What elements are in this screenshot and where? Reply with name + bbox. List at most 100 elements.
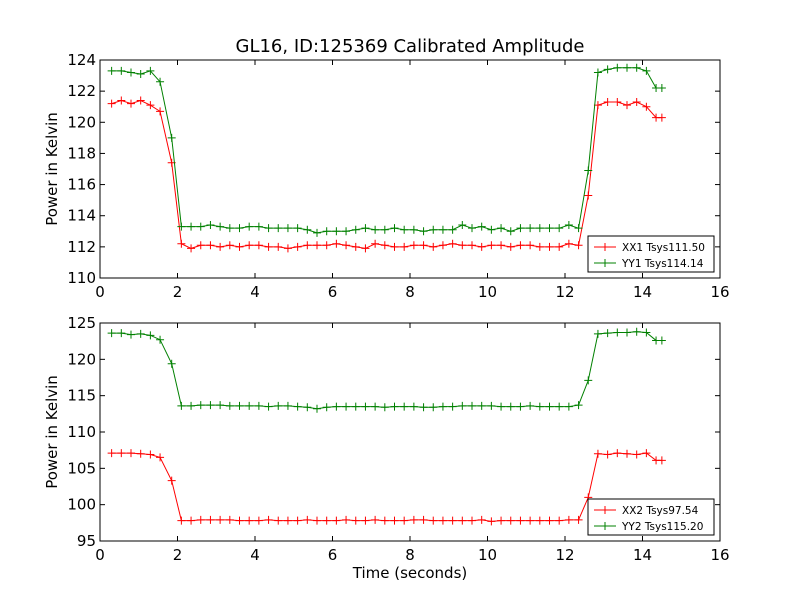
data-point [371, 402, 380, 411]
data-point [107, 99, 116, 108]
data-point [506, 516, 515, 525]
data-point [303, 515, 312, 524]
data-point [361, 402, 370, 411]
data-point [371, 239, 380, 248]
data-point [156, 77, 165, 86]
data-point [283, 516, 292, 525]
x-tick-label: 0 [95, 283, 105, 301]
data-point [187, 516, 196, 525]
y-tick-label: 116 [67, 176, 96, 194]
legend-label: YY1 Tsys114.14 [621, 258, 704, 270]
data-point [196, 241, 205, 250]
data-point [117, 96, 126, 105]
data-point [361, 244, 370, 253]
data-point [564, 402, 573, 411]
data-point [322, 516, 331, 525]
data-point [623, 449, 631, 458]
data-point [254, 241, 263, 250]
data-point [516, 241, 525, 250]
data-point [380, 403, 389, 412]
chart-title: GL16, ID:125369 Calibrated Amplitude [236, 36, 585, 57]
y-tick-label: 95 [77, 532, 96, 550]
y-axis-label: Power in Kelvin [43, 112, 61, 226]
data-point [429, 403, 438, 412]
data-point [117, 449, 126, 458]
data-point [177, 239, 186, 248]
data-point [177, 222, 186, 231]
data-point [574, 224, 583, 233]
data-point [593, 68, 602, 77]
x-tick-label: 2 [173, 546, 183, 564]
data-point [225, 241, 234, 250]
data-point [136, 96, 145, 105]
y-tick-label: 115 [67, 387, 96, 405]
data-point [564, 221, 573, 230]
data-point [657, 336, 666, 345]
legend-box [587, 235, 715, 273]
data-point [419, 227, 428, 236]
data-point [409, 241, 418, 250]
legend-marker [601, 506, 609, 514]
data-point [216, 515, 225, 524]
data-point [623, 63, 631, 72]
data-point [477, 222, 486, 231]
axes-frame [99, 59, 721, 279]
data-point [642, 66, 651, 75]
data-point [117, 329, 126, 338]
data-point [574, 401, 583, 410]
data-point [322, 241, 331, 250]
y-tick-label: 110 [67, 423, 96, 441]
data-point [468, 241, 476, 250]
data-point [477, 515, 486, 524]
data-point [254, 222, 263, 231]
data-point [156, 453, 165, 462]
data-point [390, 242, 399, 251]
data-point [196, 401, 205, 410]
data-point [487, 241, 496, 250]
y-tick-label: 118 [67, 144, 96, 162]
x-tick-label: 12 [555, 283, 574, 301]
data-point [487, 401, 496, 410]
data-point [167, 476, 176, 485]
data-point [448, 402, 457, 411]
x-tick-label: 16 [710, 546, 729, 564]
data-point [584, 191, 593, 200]
x-tick-label: 14 [633, 546, 652, 564]
data-point [632, 63, 641, 72]
data-point [146, 450, 155, 459]
data-point [283, 224, 292, 233]
data-point [136, 70, 145, 79]
data-point [177, 516, 186, 525]
x-tick-label: 2 [173, 283, 183, 301]
data-point [235, 242, 244, 251]
x-tick-label: 16 [710, 283, 729, 301]
data-point [400, 516, 409, 525]
data-point [613, 63, 622, 72]
data-point [535, 516, 544, 525]
data-point [564, 239, 573, 248]
data-point [146, 331, 155, 340]
data-point [332, 239, 341, 248]
data-point [438, 225, 447, 234]
data-point [274, 242, 283, 251]
data-point [351, 242, 360, 251]
data-point [107, 66, 116, 75]
data-point [623, 101, 631, 110]
data-point [303, 403, 312, 412]
data-point [293, 242, 302, 251]
series-line-xx2 [111, 452, 662, 522]
x-tick-label: 4 [250, 283, 260, 301]
data-point [225, 515, 234, 524]
data-point [245, 241, 254, 250]
data-point [438, 516, 447, 525]
data-point [506, 242, 515, 251]
data-point [409, 515, 418, 524]
data-point [146, 101, 155, 110]
data-point [206, 221, 215, 230]
y-axis-label: Power in Kelvin [43, 375, 61, 489]
data-point [419, 241, 428, 250]
data-point [545, 516, 554, 525]
legend-label: YY2 Tsys115.20 [621, 521, 703, 533]
data-point [156, 335, 165, 344]
